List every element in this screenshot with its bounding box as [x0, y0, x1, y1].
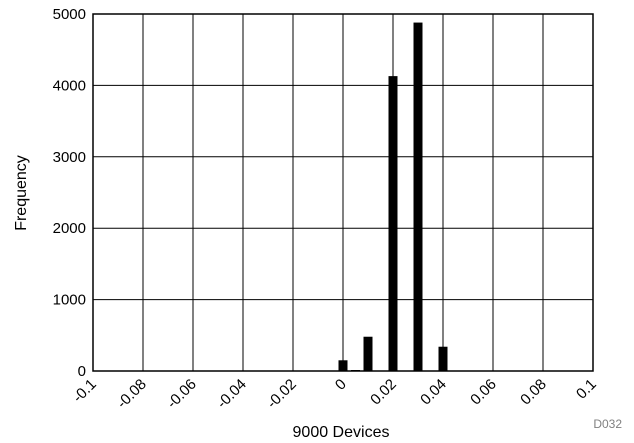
grid-lines — [92, 13, 594, 372]
histogram-bar — [413, 22, 423, 372]
x-tick-label: 0.06 — [467, 376, 500, 409]
x-tick-label: -0.06 — [164, 376, 200, 412]
x-tick-label: 0.1 — [573, 376, 600, 403]
y-tick-label: 1000 — [53, 292, 86, 309]
y-tick-label: 0 — [78, 363, 86, 380]
y-tick-label: 3000 — [53, 149, 86, 166]
x-tick-label: -0.02 — [264, 376, 300, 412]
histogram-bar — [338, 360, 348, 371]
y-tick-labels: 0 1000 2000 3000 4000 5000 — [53, 6, 86, 380]
x-tick-label: 0 — [332, 376, 350, 394]
x-tick-label: -0.04 — [214, 376, 250, 412]
histogram-bar — [388, 76, 398, 372]
x-tick-label: 0.08 — [517, 376, 550, 409]
figure-code-label: D032 — [593, 417, 622, 431]
y-tick-label: 2000 — [53, 220, 86, 237]
x-tick-label: -0.08 — [114, 376, 150, 412]
histogram-bar — [438, 346, 448, 371]
x-tick-labels: -0.1 -0.08 -0.06 -0.04 -0.02 0 0.02 0.04 0.06 0.0… — [70, 376, 600, 412]
x-axis-title: 9000 Devices — [293, 424, 390, 441]
histogram-bar — [363, 336, 373, 371]
x-tick-label: 0.02 — [367, 376, 400, 409]
plot-area-frame — [92, 13, 594, 372]
y-tick-label: 5000 — [53, 6, 86, 23]
x-tick-label: 0.04 — [417, 376, 450, 409]
x-tick-label: -0.1 — [70, 376, 100, 406]
y-tick-label: 4000 — [53, 77, 86, 94]
y-axis-title: Frequency — [13, 155, 30, 231]
